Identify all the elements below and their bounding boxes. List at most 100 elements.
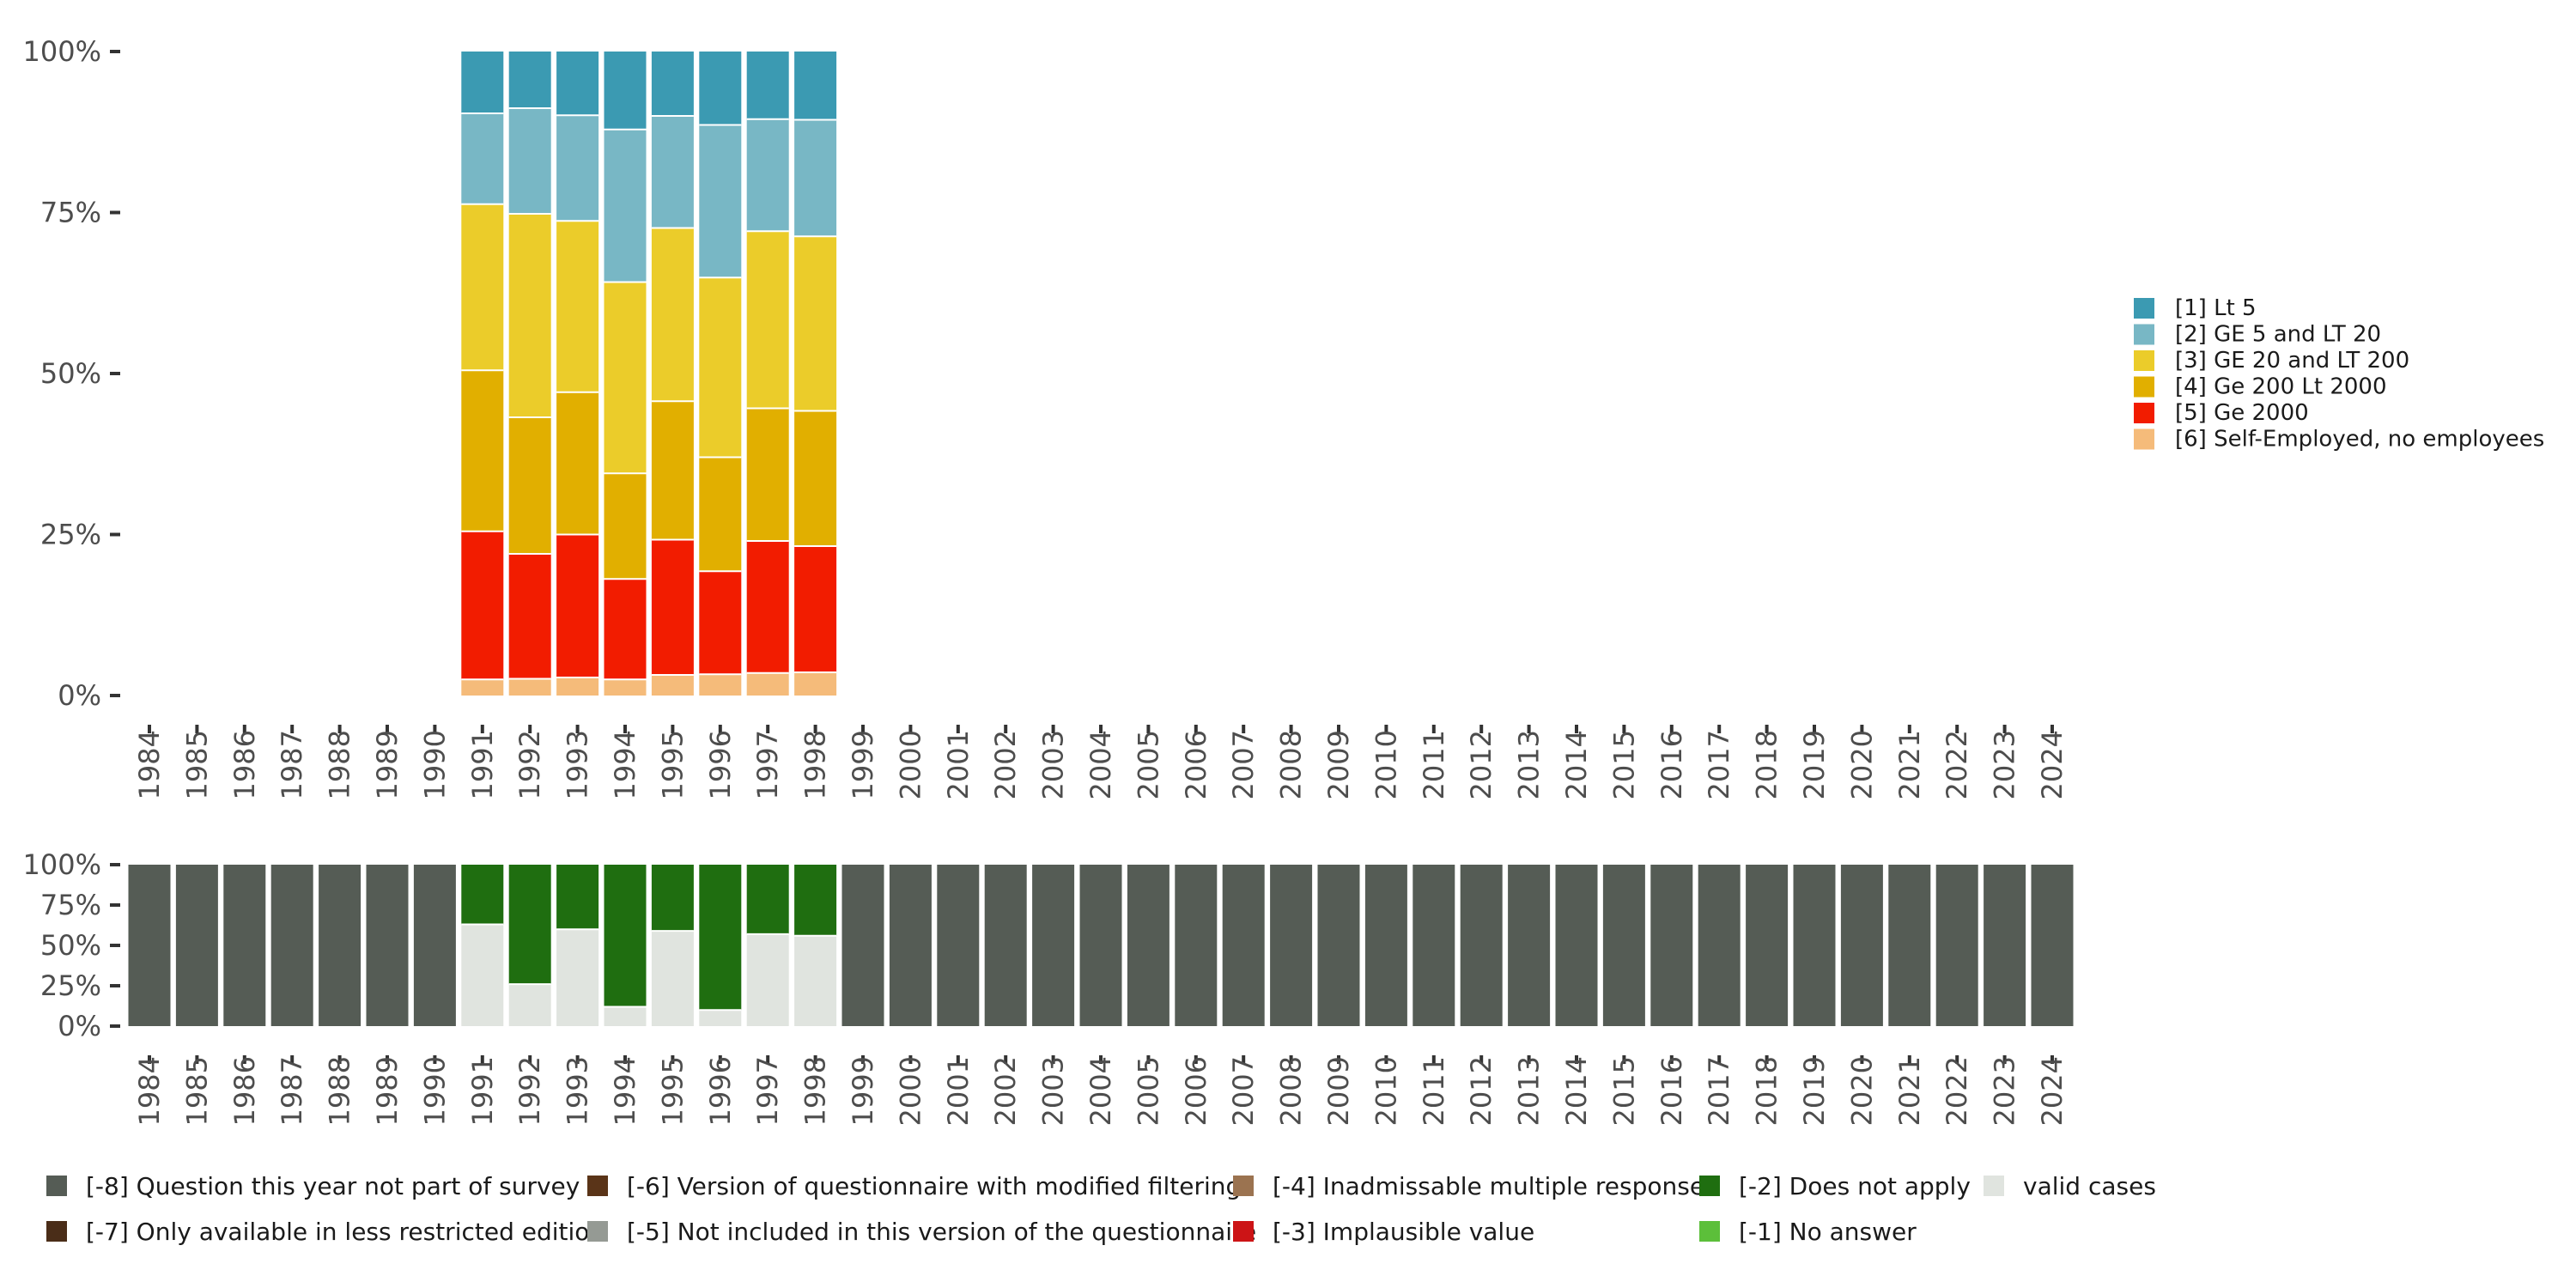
bot-bar-2017-s2: [1698, 865, 1741, 1026]
top-bar-1998-s2: [794, 410, 837, 546]
bottom-legend-label-8: valid cases: [2023, 1172, 2156, 1200]
top-legend-label-3: [4] Ge 200 Lt 2000: [2175, 374, 2387, 400]
top-x-tick-label-2014: 2014: [1560, 730, 1593, 799]
top-bar-1994-s1: [604, 579, 647, 680]
bot-bar-1985-s2: [175, 865, 218, 1026]
top-x-tick-label-1992: 1992: [513, 730, 546, 799]
top-bar-1991-s0: [461, 679, 504, 696]
bot-x-tick-label-2023: 2023: [1989, 1056, 2021, 1126]
bot-y-tick-label-2: 50%: [40, 929, 101, 962]
top-bar-1992-s3: [508, 214, 551, 417]
top-x-tick-label-2015: 2015: [1607, 730, 1640, 799]
top-y-tick-label-0: 0%: [58, 679, 101, 712]
top-bar-1993-s2: [556, 392, 599, 535]
bot-x-tick-label-2019: 2019: [1798, 1056, 1831, 1126]
top-bar-1995-s5: [651, 52, 694, 116]
bot-bar-2011-s2: [1413, 865, 1455, 1026]
top-bar-1994-s4: [604, 129, 647, 283]
top-bar-1993-s1: [556, 534, 599, 677]
bot-bar-2004-s2: [1079, 865, 1122, 1026]
bot-x-tick-label-2005: 2005: [1132, 1056, 1164, 1126]
top-chart-legend: [1] Lt 5[2] GE 5 and LT 20[3] GE 20 and …: [2134, 295, 2544, 453]
top-x-tick-label-2009: 2009: [1322, 730, 1355, 799]
top-bar-1996-s3: [699, 277, 742, 458]
bot-bar-1998-s0: [794, 935, 837, 1026]
top-x-tick-label-2003: 2003: [1037, 730, 1070, 799]
top-x-tick-label-2016: 2016: [1656, 730, 1688, 799]
bot-x-tick-label-2018: 2018: [1751, 1056, 1783, 1126]
bottom-legend-swatch-1: [46, 1221, 67, 1242]
bottom-legend-swatch-4: [1233, 1176, 1254, 1196]
bot-bar-2016-s2: [1650, 865, 1693, 1026]
bot-x-tick-label-1990: 1990: [418, 1056, 451, 1126]
top-chart-x-axis: 1984 1985 1986 1987 1988 1989 1990 1991 1992 1993…: [133, 725, 2069, 799]
bottom-legend-swatch-3: [587, 1221, 608, 1242]
top-legend-swatch-0: [2134, 298, 2154, 319]
top-bar-1995-s0: [651, 675, 694, 696]
top-bar-1995-s2: [651, 401, 694, 540]
top-legend-label-2: [3] GE 20 and LT 200: [2175, 348, 2409, 374]
bottom-legend-swatch-8: [1984, 1176, 2004, 1196]
bottom-legend-label-1: [-7] Only available in less restricted e…: [86, 1218, 605, 1246]
bot-bar-2022-s2: [1935, 865, 1978, 1026]
bottom-legend-label-2: [-6] Version of questionnaire with modif…: [627, 1172, 1241, 1200]
bot-bar-2005-s2: [1127, 865, 1170, 1026]
top-x-tick-label-1990: 1990: [418, 730, 451, 799]
bot-bar-1992-s0: [508, 984, 551, 1026]
top-y-tick-label-2: 50%: [40, 357, 101, 390]
bot-bar-2021-s2: [1888, 865, 1931, 1026]
top-x-tick-label-2010: 2010: [1370, 730, 1402, 799]
bot-x-tick-label-1995: 1995: [656, 1056, 689, 1126]
bot-bar-2007-s2: [1222, 865, 1265, 1026]
top-bar-1994-s0: [604, 679, 647, 696]
top-bar-1992-s5: [508, 52, 551, 108]
bot-bar-1992-s1: [508, 865, 551, 985]
bot-x-tick-label-2011: 2011: [1418, 1056, 1450, 1126]
bot-bar-2013-s2: [1508, 865, 1551, 1026]
bot-bar-2006-s2: [1175, 865, 1218, 1026]
bot-bar-2012-s2: [1460, 865, 1503, 1026]
bot-bar-2010-s2: [1364, 865, 1407, 1026]
bot-x-tick-label-2009: 2009: [1322, 1056, 1355, 1126]
top-x-tick-label-1995: 1995: [656, 730, 689, 799]
bot-bar-1993-s0: [556, 929, 599, 1026]
bot-y-tick-label-4: 100%: [23, 848, 101, 881]
bot-x-tick-label-2015: 2015: [1607, 1056, 1640, 1126]
bot-bar-2020-s2: [1840, 865, 1883, 1026]
bot-x-tick-label-1999: 1999: [847, 1056, 879, 1126]
top-bar-1995-s4: [651, 116, 694, 228]
bot-bar-2009-s2: [1317, 865, 1360, 1026]
top-x-tick-label-2001: 2001: [942, 730, 975, 799]
bottom-legend-label-3: [-5] Not included in this version of the…: [627, 1218, 1256, 1246]
bot-bar-1984-s2: [128, 865, 171, 1026]
bot-bar-1996-s0: [699, 1010, 742, 1026]
bottom-legend-swatch-5: [1233, 1221, 1254, 1242]
bot-x-tick-label-2020: 2020: [1845, 1056, 1878, 1126]
bot-x-tick-label-2003: 2003: [1037, 1056, 1070, 1126]
bot-bar-2002-s2: [984, 865, 1027, 1026]
top-x-tick-label-2023: 2023: [1989, 730, 2021, 799]
top-x-tick-label-1997: 1997: [751, 730, 784, 799]
bot-bar-1998-s1: [794, 865, 837, 936]
bottom-legend-label-6: [-2] Does not apply: [1739, 1172, 1971, 1200]
top-bar-1998-s1: [794, 546, 837, 672]
top-x-tick-label-2004: 2004: [1084, 730, 1117, 799]
bot-bar-1988-s2: [319, 865, 361, 1026]
top-bar-1992-s4: [508, 108, 551, 214]
bot-bar-2018-s2: [1746, 865, 1789, 1026]
top-x-tick-label-2007: 2007: [1227, 730, 1260, 799]
top-x-tick-label-2017: 2017: [1703, 730, 1735, 799]
bot-x-tick-label-2006: 2006: [1180, 1056, 1212, 1126]
bot-bar-2003-s2: [1032, 865, 1075, 1026]
top-bar-1994-s5: [604, 52, 647, 130]
bottom-legend-swatch-6: [1699, 1176, 1720, 1196]
bot-x-tick-label-2001: 2001: [942, 1056, 975, 1126]
top-x-tick-label-2000: 2000: [894, 730, 927, 799]
bot-bar-1991-s1: [461, 865, 504, 925]
bot-bar-2023-s2: [1984, 865, 2026, 1026]
bot-bar-1995-s1: [651, 865, 694, 932]
top-x-tick-label-2006: 2006: [1180, 730, 1212, 799]
top-bar-1992-s2: [508, 417, 551, 554]
